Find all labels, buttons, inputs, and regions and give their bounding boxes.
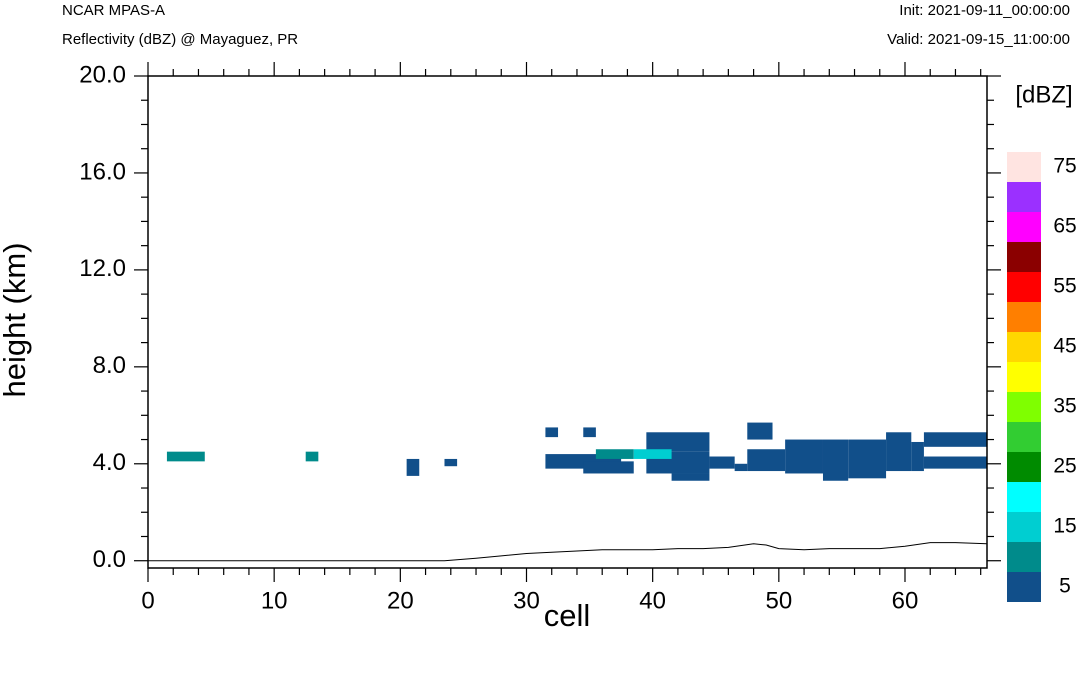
colorbar-swatch-30 — [1007, 422, 1041, 452]
colorbar: 5 15 25 35 45 55 65 75 — [1007, 152, 1077, 602]
y-tick-label: 4.0 — [93, 449, 126, 476]
reflectivity-cell-1 — [305, 451, 319, 462]
colorbar-tick-label: 55 — [1053, 275, 1076, 298]
x-tick-label: 0 — [141, 587, 154, 614]
reflectivity-cell-2 — [406, 458, 420, 476]
colorbar-swatch-70 — [1007, 182, 1041, 212]
y-tick-label: 12.0 — [79, 255, 126, 282]
colorbar-swatch-40 — [1007, 362, 1041, 392]
x-axis-label: cell — [544, 598, 591, 633]
plot-axes: 0 10 20 30 40 50 60 0.0 4.0 8.0 12.0 16.0 20.0 — [79, 61, 1001, 614]
colorbar-swatch-50 — [1007, 302, 1041, 332]
colorbar-swatch-5 — [1007, 572, 1041, 602]
reflectivity-cell-10 — [671, 473, 710, 481]
reflectivity-cell-12 — [734, 463, 748, 472]
valid-time: Valid: 2021-09-15_11:00:00 — [887, 31, 1070, 48]
reflectivity-cell-0 — [166, 451, 205, 462]
colorbar-tick-label: 45 — [1053, 335, 1076, 358]
terrain — [148, 542, 988, 562]
reflectivity-cell-5 — [583, 427, 596, 438]
y-tick-label: 0.0 — [93, 546, 126, 573]
colorbar-tick-label: 5 — [1059, 575, 1071, 598]
reflectivity-cell-7 — [583, 461, 634, 474]
y-tick-label: 20.0 — [79, 61, 126, 88]
x-tick-label: 40 — [639, 587, 666, 614]
colorbar-swatch-20 — [1007, 482, 1041, 512]
reflectivity-cell-8 — [646, 432, 710, 452]
reflectivity-cell-22 — [595, 449, 634, 459]
colorbar-swatch-15 — [1007, 512, 1041, 542]
colorbar-swatch-55 — [1007, 272, 1041, 302]
colorbar-swatch-45 — [1007, 332, 1041, 362]
x-tick-label: 50 — [765, 587, 792, 614]
init-time: Init: 2021-09-11_00:00:00 — [899, 2, 1070, 19]
x-tick-label: 10 — [261, 587, 288, 614]
reflectivity-cell-4 — [545, 427, 559, 438]
x-tick-label: 60 — [892, 587, 919, 614]
colorbar-swatch-65 — [1007, 212, 1041, 242]
colorbar-tick-label: 65 — [1053, 215, 1076, 238]
colorbar-tick-label: 75 — [1053, 155, 1076, 178]
colorbar-swatch-10 — [1007, 542, 1041, 572]
x-tick-label: 20 — [387, 587, 414, 614]
reflectivity-cell-15 — [785, 439, 823, 474]
model-title: NCAR MPAS-A — [62, 2, 166, 19]
reflectivity-cell-18 — [886, 432, 912, 472]
reflectivity-cell-19 — [911, 441, 924, 472]
reflectivity-cells — [166, 422, 987, 481]
colorbar-swatch-60 — [1007, 242, 1041, 272]
reflectivity-cell-16 — [822, 439, 849, 481]
plot-frame — [147, 75, 988, 569]
y-tick-label: 16.0 — [79, 158, 126, 185]
reflectivity-cell-17 — [848, 439, 887, 479]
reflectivity-cell-21 — [923, 432, 987, 447]
colorbar-swatch-25 — [1007, 452, 1041, 482]
terrain-line — [148, 542, 988, 562]
reflectivity-cell-3 — [444, 458, 458, 467]
colorbar-tick-label: 25 — [1053, 455, 1076, 478]
x-tick-label: 30 — [513, 587, 540, 614]
colorbar-tick-label: 35 — [1053, 395, 1076, 418]
colorbar-swatch-35 — [1007, 392, 1041, 422]
colorbar-swatch-75 — [1007, 152, 1041, 182]
colorbar-tick-label: 15 — [1053, 515, 1076, 538]
reflectivity-cell-14 — [747, 449, 786, 472]
colorbar-unit: [dBZ] — [1015, 81, 1072, 108]
reflectivity-cell-11 — [709, 456, 735, 469]
y-tick-label: 8.0 — [93, 352, 126, 379]
y-axis-label: height (km) — [0, 242, 32, 397]
reflectivity-cell-20 — [923, 456, 987, 469]
field-subtitle: Reflectivity (dBZ) @ Mayaguez, PR — [62, 31, 299, 48]
reflectivity-cell-13 — [747, 422, 773, 440]
reflectivity-cell-23 — [633, 449, 672, 459]
